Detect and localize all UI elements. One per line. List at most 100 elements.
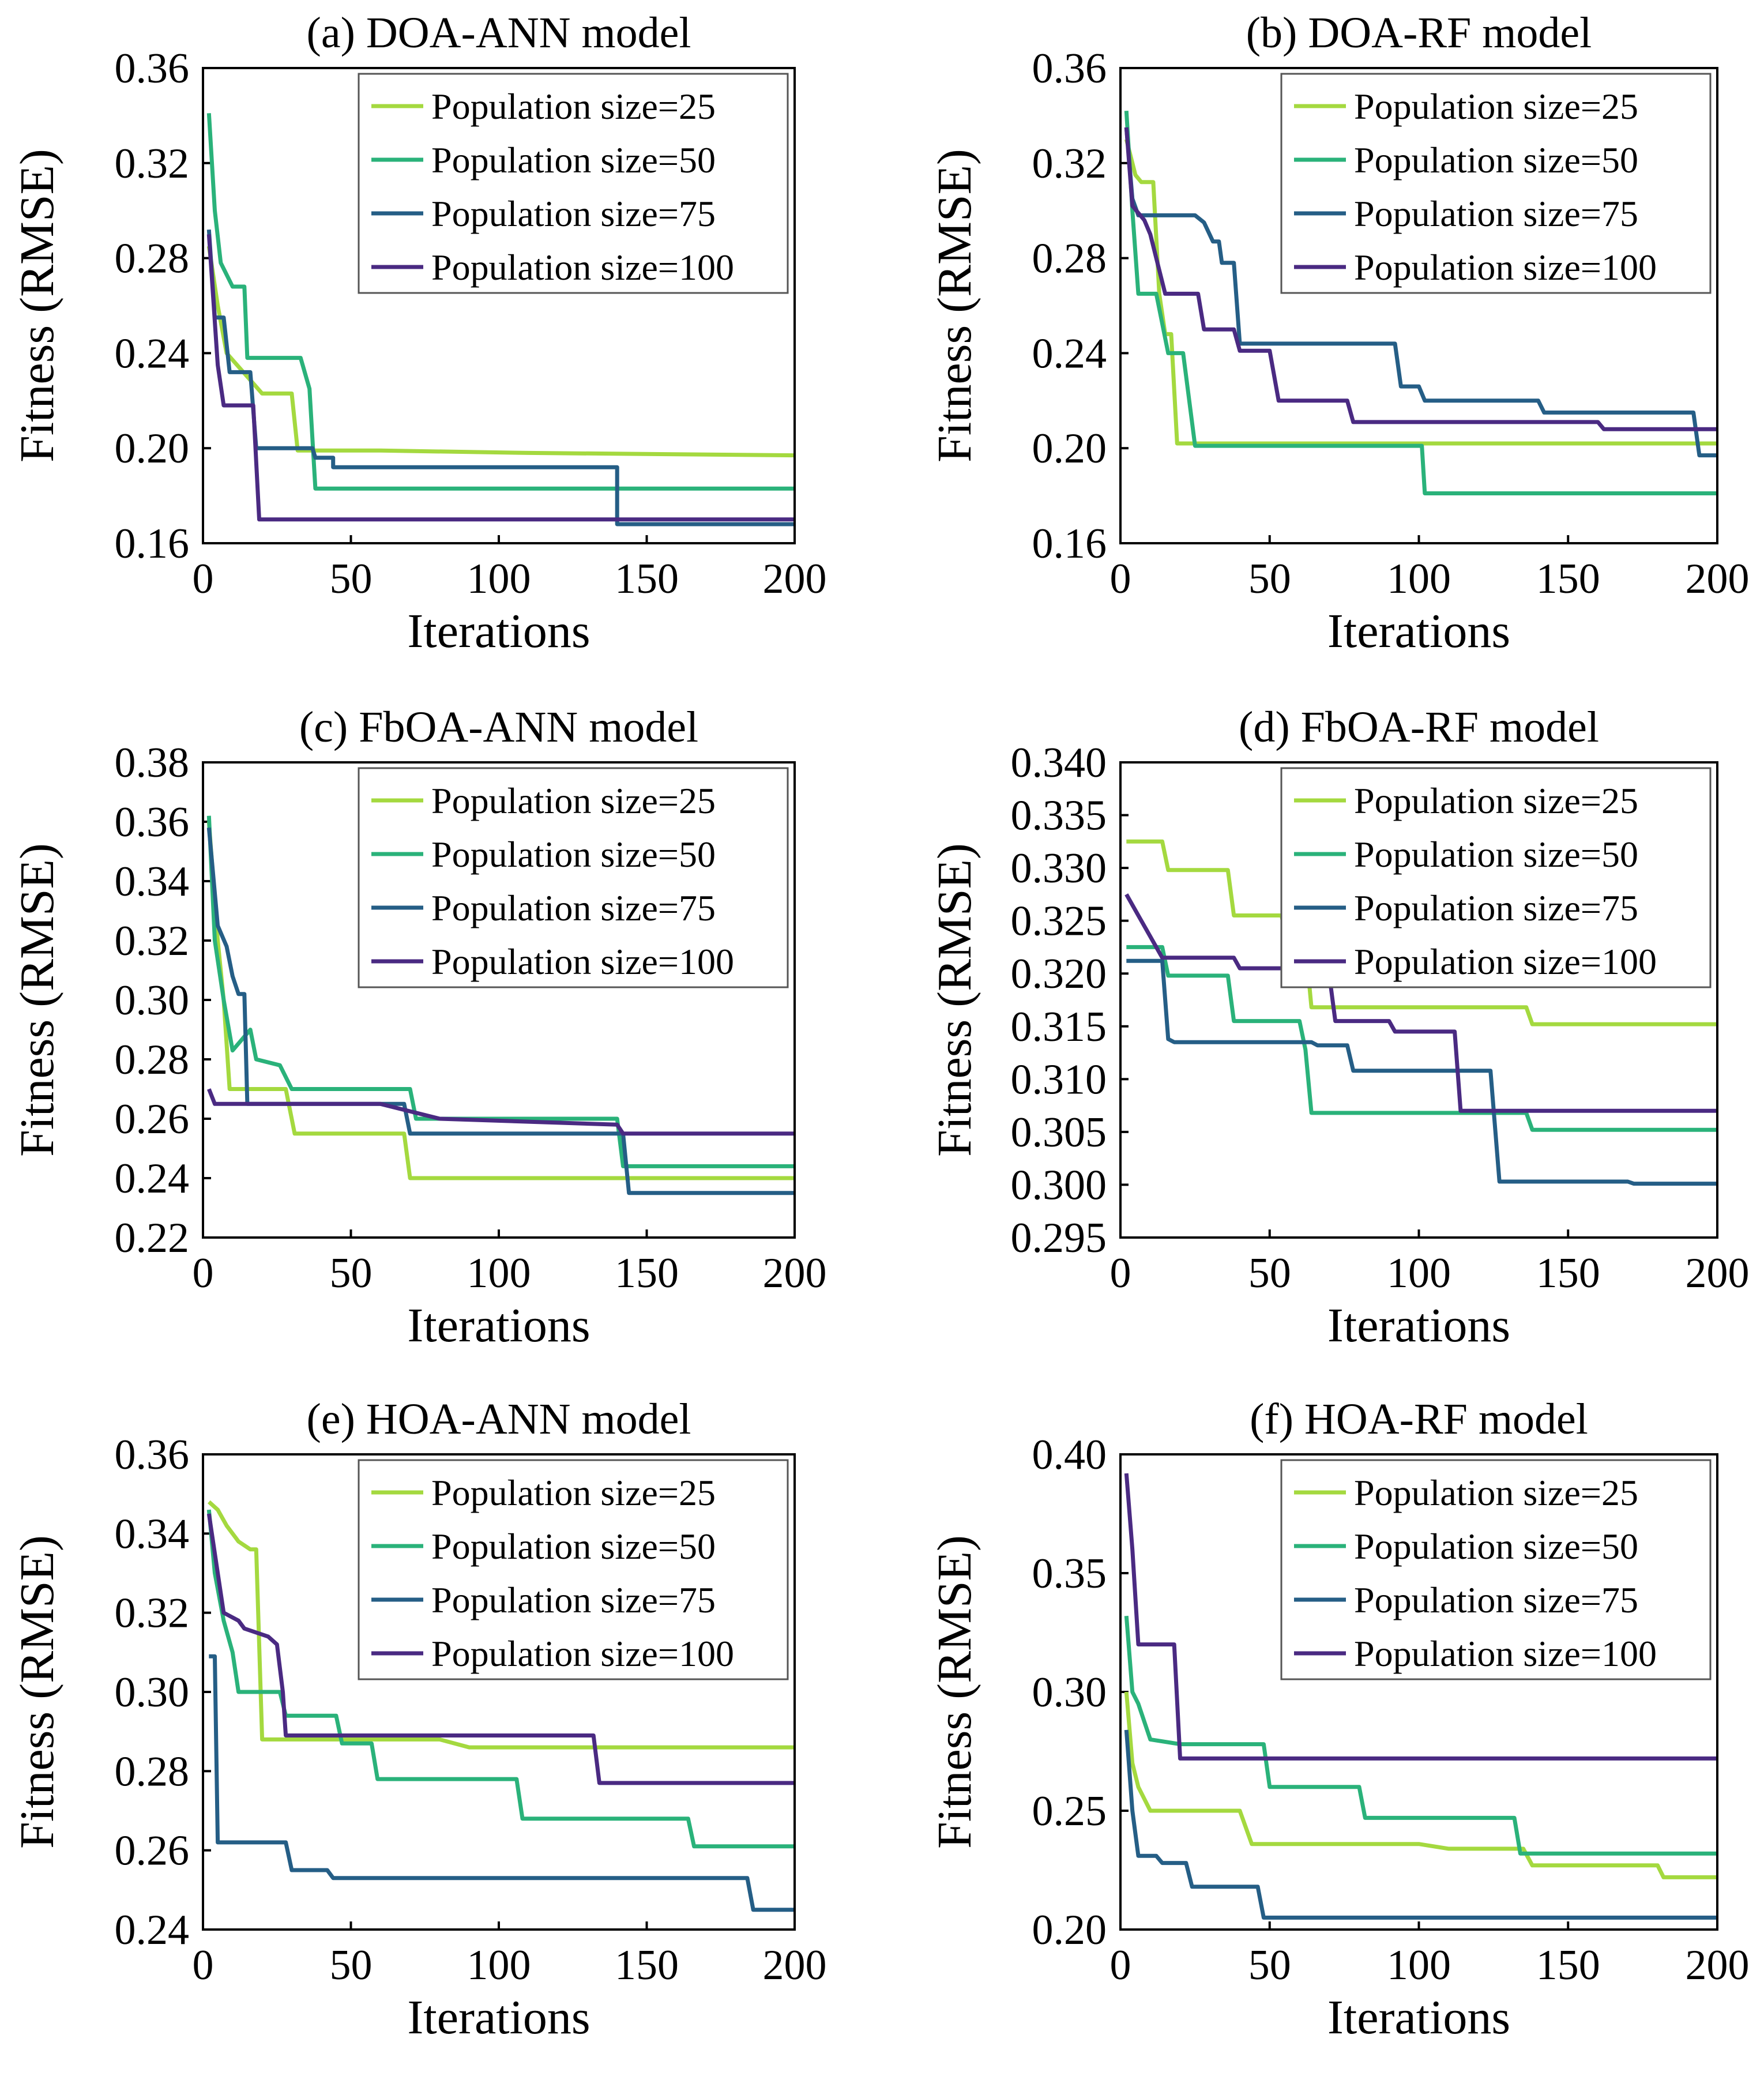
legend-label: Population size=50 [431, 1526, 716, 1567]
x-tick-label: 50 [330, 1942, 373, 1989]
legend-label: Population size=100 [431, 941, 734, 982]
legend-label: Population size=75 [431, 887, 716, 928]
legend-label: Population size=100 [1354, 941, 1657, 982]
y-tick-label: 0.295 [1011, 1214, 1107, 1262]
y-tick-label: 0.340 [1011, 739, 1107, 787]
x-tick-label: 150 [615, 1942, 679, 1989]
legend-label: Population size=100 [431, 247, 734, 288]
chart-panel-5: (f) HOA-RF model 0 50 100 150 200 0.20 0.25 0.30… [928, 1395, 1750, 2044]
x-tick-label: 200 [1686, 555, 1750, 603]
legend-label: Population size=25 [1354, 86, 1638, 127]
x-tick-label: 150 [1536, 555, 1600, 603]
y-tick-label: 0.32 [115, 140, 190, 187]
plot-frame [202, 67, 796, 544]
x-tick-label: 50 [330, 1250, 373, 1297]
legend-label: Population size=25 [1354, 780, 1638, 821]
y-tick-label: 0.26 [115, 1827, 190, 1875]
y-tick-label: 0.315 [1011, 1003, 1107, 1051]
y-tick-label: 0.16 [115, 520, 190, 567]
y-axis-label: Fitness (RMSE) [10, 1535, 64, 1849]
y-tick-label: 0.30 [115, 1669, 190, 1716]
chart-panel-2: (c) FbOA-ANN model 0 50 100 150 200 0.22 0.24 0.… [10, 703, 827, 1352]
y-tick-label: 0.28 [115, 235, 190, 283]
y-tick-label: 0.34 [115, 858, 190, 905]
series-line-3 [206, 234, 795, 522]
x-tick-label: 50 [1248, 1942, 1291, 1989]
x-tick-label: 100 [1387, 1250, 1451, 1297]
legend-label: Population size=100 [1354, 1633, 1657, 1674]
series-line-2 [1124, 1729, 1717, 1920]
y-tick-label: 0.24 [115, 330, 190, 377]
y-tick-label: 0.24 [1032, 330, 1107, 377]
chart-title: (a) DOA-ANN model [307, 9, 691, 57]
legend-label: Population size=50 [1354, 140, 1638, 180]
y-tick-label: 0.28 [115, 1036, 190, 1084]
y-tick-label: 0.28 [1032, 235, 1107, 283]
series-line-1 [206, 113, 795, 491]
series-line-3 [1124, 1473, 1717, 1761]
y-tick-label: 0.20 [115, 425, 190, 472]
y-tick-label: 0.32 [1032, 140, 1107, 187]
y-tick-label: 0.24 [115, 1155, 190, 1202]
legend-label: Population size=50 [431, 140, 716, 180]
plot-frame [1119, 67, 1718, 544]
y-tick-label: 0.32 [115, 917, 190, 965]
x-axis-label: Iterations [1327, 1299, 1510, 1352]
y-tick-label: 0.36 [115, 799, 190, 846]
series-line-2 [206, 229, 795, 526]
x-tick-label: 0 [1110, 1942, 1131, 1989]
series-line-1 [206, 1509, 795, 1849]
series-line-0 [206, 246, 795, 458]
chart-title: (f) HOA-RF model [1250, 1395, 1588, 1443]
x-axis-label: Iterations [407, 1299, 590, 1352]
x-tick-label: 200 [1686, 1250, 1750, 1297]
x-tick-label: 0 [193, 555, 214, 603]
series-line-2 [1126, 958, 1717, 1186]
legend-label: Population size=75 [431, 1579, 716, 1620]
plot-frame [1119, 761, 1718, 1239]
series-line-3 [207, 1088, 795, 1136]
y-tick-label: 0.40 [1032, 1431, 1107, 1479]
legend-box [358, 73, 789, 294]
y-tick-label: 0.32 [115, 1590, 190, 1637]
y-tick-label: 0.28 [115, 1748, 190, 1795]
y-tick-label: 0.35 [1032, 1550, 1107, 1597]
y-axis-label: Fitness (RMSE) [928, 149, 981, 462]
x-tick-label: 150 [615, 1250, 679, 1297]
y-tick-label: 0.16 [1032, 520, 1107, 567]
y-axis-label: Fitness (RMSE) [10, 149, 64, 462]
y-tick-label: 0.20 [1032, 1906, 1107, 1954]
legend-label: Population size=50 [431, 834, 716, 875]
legend-label: Population size=75 [1354, 193, 1638, 234]
legend-label: Population size=25 [1354, 1472, 1638, 1513]
chart-panel-0: (a) DOA-ANN model 0 50 100 150 200 0.16 0.20 0.2… [10, 9, 827, 658]
x-tick-label: 50 [330, 555, 373, 603]
chart-title: (c) FbOA-ANN model [299, 703, 698, 751]
y-tick-label: 0.30 [1032, 1669, 1107, 1716]
series-line-3 [206, 1513, 795, 1785]
y-tick-label: 0.36 [115, 45, 190, 92]
legend-label: Population size=50 [1354, 834, 1638, 875]
y-tick-label: 0.330 [1011, 845, 1107, 892]
series-line-1 [206, 815, 795, 1168]
legend-label: Population size=25 [431, 780, 716, 821]
y-tick-label: 0.310 [1011, 1056, 1107, 1103]
x-axis-label: Iterations [407, 604, 590, 658]
y-tick-label: 0.325 [1011, 898, 1107, 945]
legend-box [358, 1459, 789, 1680]
series-line-0 [207, 1500, 795, 1750]
x-tick-label: 150 [615, 555, 679, 603]
series-line-1 [1124, 1615, 1717, 1856]
x-tick-label: 0 [193, 1250, 214, 1297]
chart-panel-4: (e) HOA-ANN model 0 50 100 150 200 0.24 0.26 0.2… [10, 1395, 827, 2044]
series-line-2 [209, 1654, 795, 1912]
x-tick-label: 200 [1686, 1942, 1750, 1989]
chart-title: (d) FbOA-RF model [1239, 703, 1599, 751]
y-tick-label: 0.22 [115, 1214, 190, 1262]
legend-box [1280, 73, 1712, 294]
series-line-3 [1124, 127, 1717, 431]
y-tick-label: 0.305 [1011, 1109, 1107, 1156]
x-tick-label: 100 [467, 555, 531, 603]
y-tick-label: 0.25 [1032, 1788, 1107, 1835]
